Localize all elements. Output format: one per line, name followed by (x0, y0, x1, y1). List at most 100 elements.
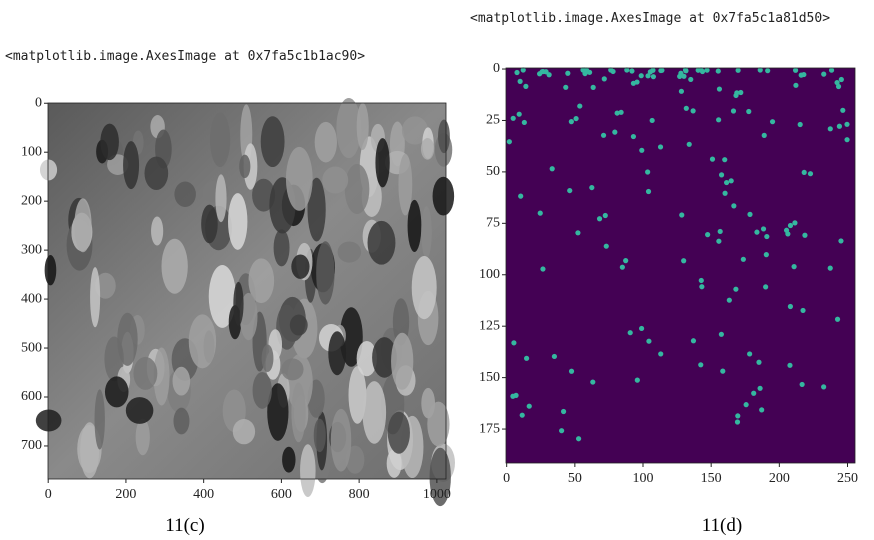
head-dot (821, 384, 827, 390)
head-dot (735, 413, 741, 419)
crowd-shape (398, 153, 413, 216)
head-dot (506, 139, 512, 145)
head-dot (844, 121, 850, 127)
x-tick-label: 1000 (423, 487, 451, 502)
head-dot (619, 264, 625, 270)
head-dot (634, 377, 640, 383)
head-dot (733, 92, 739, 99)
head-dot (746, 108, 752, 115)
head-dot (627, 330, 633, 336)
crowd-shape (438, 119, 450, 154)
head-dot (722, 190, 728, 196)
head-dot (630, 133, 637, 140)
head-dot (614, 110, 620, 116)
crowd-shape (39, 159, 58, 181)
crowd-shape (174, 181, 196, 208)
crowd-shape (172, 366, 191, 396)
crowd-shape (421, 206, 432, 259)
head-dot (720, 368, 726, 374)
y-tick-label: 175 (479, 421, 500, 436)
crowd-shape (328, 331, 347, 376)
head-dot (650, 74, 657, 80)
y-tick-label: 0 (35, 95, 42, 110)
crowd-shape (386, 449, 402, 478)
head-dot (523, 83, 529, 89)
head-dot (679, 212, 685, 218)
head-dot (731, 203, 737, 209)
head-dot (715, 68, 721, 74)
x-tick-label: 0 (503, 471, 510, 486)
head-dot (624, 67, 630, 73)
crowd-shape (228, 193, 248, 250)
x-tick-label: 100 (633, 471, 654, 486)
crowd-shape (391, 332, 414, 390)
head-dot (699, 284, 705, 290)
head-dot (513, 392, 519, 399)
head-dot (645, 169, 651, 175)
head-dot (834, 316, 841, 322)
crowd-shape (90, 267, 101, 328)
density-map (506, 68, 855, 463)
head-dot (723, 179, 730, 186)
crowd-shape (153, 347, 170, 406)
crowd-shape (248, 258, 275, 304)
crowd-shape (232, 418, 256, 445)
head-dot (612, 129, 618, 135)
head-dot (629, 68, 635, 74)
head-dot (657, 144, 664, 150)
head-dot (757, 385, 763, 391)
crowd-shape (375, 138, 390, 188)
y-tick-label: 200 (21, 193, 42, 208)
head-dot (686, 141, 692, 147)
head-dot (610, 68, 616, 75)
crowd-shape (203, 330, 215, 363)
x-tick-label: 250 (837, 471, 858, 486)
x-tick-label: 400 (193, 487, 214, 502)
y-tick-label: 150 (479, 370, 500, 385)
head-dot (800, 307, 806, 314)
head-dot (760, 226, 767, 232)
head-dot (728, 178, 734, 184)
crowd-shape (356, 102, 369, 151)
head-dot (523, 355, 530, 361)
head-dot (575, 436, 582, 442)
head-dot (792, 67, 799, 73)
crowd-shape (35, 409, 62, 432)
head-dot (698, 277, 704, 284)
head-dot (734, 419, 741, 425)
crowd-shape (291, 254, 310, 279)
crowd-shape (94, 389, 105, 450)
crowd-shape (173, 407, 190, 435)
crowd-shape (411, 256, 437, 320)
head-dot (765, 68, 771, 74)
head-dot (838, 76, 844, 83)
head-dot (586, 69, 593, 75)
y-tick-label: 0 (493, 61, 500, 76)
crowd-shape (201, 204, 218, 244)
crowd-shape (401, 116, 429, 145)
head-dot (559, 428, 565, 434)
crowd-shape (348, 366, 367, 424)
y-tick-label: 125 (479, 318, 500, 333)
y-tick-label: 25 (486, 113, 500, 128)
head-dot (733, 286, 739, 292)
crowd-shape (261, 344, 274, 373)
crowd-shape (420, 137, 435, 160)
head-dot (590, 379, 596, 385)
head-dot (600, 132, 607, 138)
y-tick-label: 600 (21, 389, 42, 404)
head-dot (783, 227, 790, 233)
head-dot (747, 351, 753, 357)
crowd-shape (322, 166, 349, 194)
head-dot (718, 172, 725, 178)
head-dot (519, 412, 525, 418)
crowd-shape (135, 418, 150, 456)
crowd-shape (260, 116, 285, 168)
head-dot (678, 88, 685, 94)
head-dot (705, 232, 711, 238)
head-dot (681, 258, 687, 264)
crowd-shape (144, 156, 169, 190)
crowd-shape (362, 381, 387, 444)
head-dot (764, 233, 770, 240)
